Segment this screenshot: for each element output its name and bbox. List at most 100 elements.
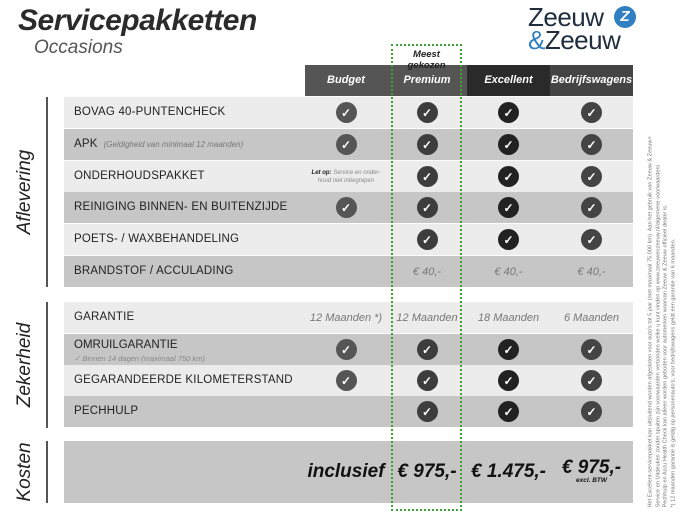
- cell-bedrijfswagens: ✓: [550, 224, 633, 255]
- check-icon: ✓: [498, 339, 519, 360]
- cell-premium: ✓: [387, 365, 467, 396]
- logo-line1: Zeeuw: [528, 2, 604, 32]
- cell-budget: ✓: [305, 97, 387, 128]
- check-icon: ✓: [581, 102, 602, 123]
- check-icon: ✓: [335, 134, 357, 155]
- table-row: BOVAG 40-PUNTENCHECK ✓ ✓ ✓ ✓: [64, 97, 633, 128]
- cell-excellent: 18 Maanden: [467, 302, 550, 333]
- check-icon: ✓: [498, 134, 519, 155]
- row-label: ONDERHOUDSPAKKET: [74, 170, 205, 182]
- table-row: PECHHULP ✓ ✓ ✓: [64, 396, 633, 427]
- price-note: excl. BTW: [575, 477, 608, 484]
- footnote-line: Het Excellent-servicepakket kan uitsluit…: [647, 136, 654, 508]
- table-row: GEGARANDEERDE KILOMETERSTAND ✓ ✓ ✓ ✓: [64, 365, 633, 396]
- cell-budget: [305, 256, 387, 287]
- table-row: GARANTIE 12 Maanden *) 12 Maanden 18 Maande…: [64, 302, 633, 333]
- logo-z-icon: Z: [614, 6, 636, 28]
- check-icon: ✓: [498, 166, 519, 187]
- cell-bedrijfswagens: ✓: [550, 161, 633, 192]
- check-icon: ✓: [581, 134, 602, 155]
- check-icon: ✓: [416, 401, 438, 422]
- cell-premium: € 975,-: [387, 441, 467, 503]
- check-icon: ✓: [581, 339, 602, 360]
- row-label: APK (Geldigheid van minimaal 12 maanden): [74, 138, 244, 150]
- check-icon: ✓: [581, 197, 602, 218]
- cell-excellent: € 40,-: [467, 256, 550, 287]
- table-row: inclusief € 975,- € 1.475,- € 975,- excl. BT…: [64, 441, 633, 503]
- check-icon: ✓: [416, 102, 438, 123]
- footnote: Het Excellent-servicepakket kan uitsluit…: [640, 60, 685, 510]
- price-value: € 975,-: [397, 461, 457, 482]
- cell-premium: ✓: [387, 97, 467, 128]
- cell-excellent: ✓: [467, 161, 550, 192]
- row-label: POETS- / WAXBEHANDELING: [74, 233, 240, 245]
- check-icon: ✓: [416, 339, 438, 360]
- check-icon: ✓: [335, 197, 357, 218]
- cell-budget: ✓: [305, 334, 387, 365]
- cell-budget: ✓: [305, 365, 387, 396]
- cell-value: 18 Maanden: [477, 311, 540, 324]
- cell-budget: [305, 224, 387, 255]
- cell-premium: ✓: [387, 129, 467, 160]
- check-icon: ✓: [416, 134, 438, 155]
- row-label: GARANTIE: [74, 311, 135, 323]
- column-header-premium: Premium: [387, 65, 467, 96]
- check-icon: ✓: [416, 370, 438, 391]
- cell-value: € 40,-: [577, 265, 606, 278]
- section-divider-line: [46, 97, 48, 287]
- check-icon: ✓: [498, 197, 519, 218]
- cell-bedrijfswagens: ✓: [550, 97, 633, 128]
- row-label: PECHHULP: [74, 405, 139, 417]
- section-label-zekerheid: Zekerheid: [14, 322, 35, 408]
- footnote-line: Service en Uitdeuken zonder spuiten zijn…: [655, 163, 661, 508]
- section-divider-line: [46, 302, 48, 428]
- cell-excellent: € 1.475,-: [467, 441, 550, 503]
- section-label-aflevering: Aflevering: [14, 149, 35, 235]
- table-row: REINIGING BINNEN- EN BUITENZIJDE ✓ ✓ ✓ ✓: [64, 192, 633, 223]
- cell-bedrijfswagens: € 975,- excl. BTW: [550, 441, 633, 503]
- cell-note: Let op: Service en onder-houd niet inbeg…: [311, 169, 381, 184]
- column-header-bedrijfswagens: Bedrijfswagens: [550, 65, 633, 96]
- check-icon: ✓: [335, 102, 357, 123]
- cell-bedrijfswagens: € 40,-: [550, 256, 633, 287]
- cell-excellent: ✓: [467, 396, 550, 427]
- cell-value: 6 Maanden: [563, 311, 620, 324]
- cell-excellent: ✓: [467, 192, 550, 223]
- cell-excellent: ✓: [467, 334, 550, 365]
- cell-premium: 12 Maanden: [387, 302, 467, 333]
- cell-budget: Let op: Service en onder-houd niet inbeg…: [305, 161, 387, 192]
- cell-premium: ✓: [387, 334, 467, 365]
- check-icon: ✓: [335, 370, 357, 391]
- cell-bedrijfswagens: ✓: [550, 192, 633, 223]
- cell-excellent: ✓: [467, 97, 550, 128]
- cell-bedrijfswagens: ✓: [550, 129, 633, 160]
- cell-value: 12 Maanden: [396, 311, 458, 324]
- price-value: inclusief: [307, 461, 385, 482]
- column-header-excellent: Excellent: [467, 65, 550, 96]
- page-subtitle: Occasions: [34, 37, 123, 58]
- cell-value: € 40,-: [412, 265, 442, 278]
- check-icon: ✓: [498, 370, 519, 391]
- column-header-budget: Budget: [305, 65, 387, 96]
- row-sublabel: (Geldigheid van minimaal 12 maanden): [103, 140, 244, 149]
- cell-budget: ✓: [305, 129, 387, 160]
- check-icon: ✓: [581, 166, 602, 187]
- cell-excellent: ✓: [467, 365, 550, 396]
- cell-bedrijfswagens: 6 Maanden: [550, 302, 633, 333]
- logo-amp: &: [528, 25, 545, 55]
- row-label: BRANDSTOF / ACCULADING: [74, 265, 234, 277]
- cell-value: € 40,-: [494, 265, 523, 278]
- cell-budget: inclusief: [305, 441, 387, 503]
- check-icon: ✓: [498, 229, 519, 250]
- check-icon: ✓: [498, 401, 519, 422]
- cell-value: 12 Maanden *): [309, 311, 383, 324]
- cell-bedrijfswagens: ✓: [550, 365, 633, 396]
- cell-premium: ✓: [387, 161, 467, 192]
- note-bold: Let op:: [311, 169, 332, 176]
- check-icon: ✓: [581, 229, 602, 250]
- section-divider-line: [46, 441, 48, 503]
- cell-premium: ✓: [387, 224, 467, 255]
- check-icon: ✓: [335, 339, 357, 360]
- row-sublabel: ✓ Binnen 14 dagen (maximaal 750 km): [74, 354, 205, 363]
- cell-bedrijfswagens: ✓: [550, 334, 633, 365]
